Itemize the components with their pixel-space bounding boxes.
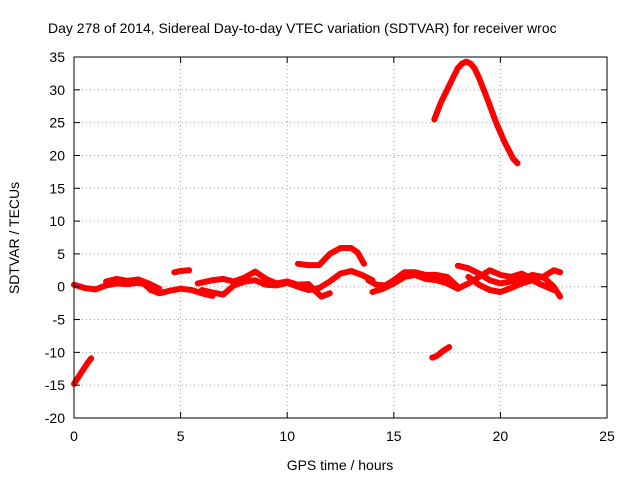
y-tick-label: 5 <box>57 246 65 262</box>
series-arc-low-17 <box>429 344 453 361</box>
data-series <box>71 58 564 387</box>
y-tick-label: -15 <box>45 377 65 393</box>
series-arc-short-5 <box>171 267 193 276</box>
series-arc-late-c <box>454 262 564 300</box>
grid <box>74 57 607 418</box>
y-tick-label: 25 <box>49 115 65 131</box>
y-tick-label: 0 <box>57 279 65 295</box>
axis-ticks: 0 5 10 15 20 25 -20 -15 -10 -5 0 5 10 15 20 25 30 35 <box>45 49 615 444</box>
y-tick-label: 10 <box>49 213 65 229</box>
x-tick-label: 5 <box>177 428 185 444</box>
y-tick-label: 35 <box>49 49 65 65</box>
y-tick-label: 15 <box>49 180 65 196</box>
series-arc-late-d <box>465 273 557 295</box>
series-arc-bump-12 <box>294 245 367 269</box>
x-tick-label: 10 <box>279 428 295 444</box>
x-tick-label: 20 <box>493 428 509 444</box>
series-arc-main-a <box>71 279 216 299</box>
x-axis-label: GPS time / hours <box>287 457 394 473</box>
y-tick-label: 20 <box>49 147 65 163</box>
series-arc-mid-b <box>198 268 376 298</box>
plot-frame <box>73 56 608 419</box>
x-tick-label: 25 <box>599 428 615 444</box>
y-tick-label: -5 <box>53 312 66 328</box>
x-tick-label: 0 <box>70 428 78 444</box>
y-axis-label: SDTVAR / TECUs <box>6 182 22 294</box>
chart-title: Day 278 of 2014, Sidereal Day-to-day VTE… <box>48 20 557 36</box>
y-tick-label: 30 <box>49 82 65 98</box>
series-arc-low-early <box>71 355 95 387</box>
x-tick-label: 15 <box>386 428 402 444</box>
series-arc-main-b <box>103 275 163 292</box>
series-arc-high <box>431 58 521 167</box>
y-tick-label: -10 <box>45 344 65 360</box>
series-arc-late-a <box>365 269 461 290</box>
y-tick-label: -20 <box>45 410 65 426</box>
